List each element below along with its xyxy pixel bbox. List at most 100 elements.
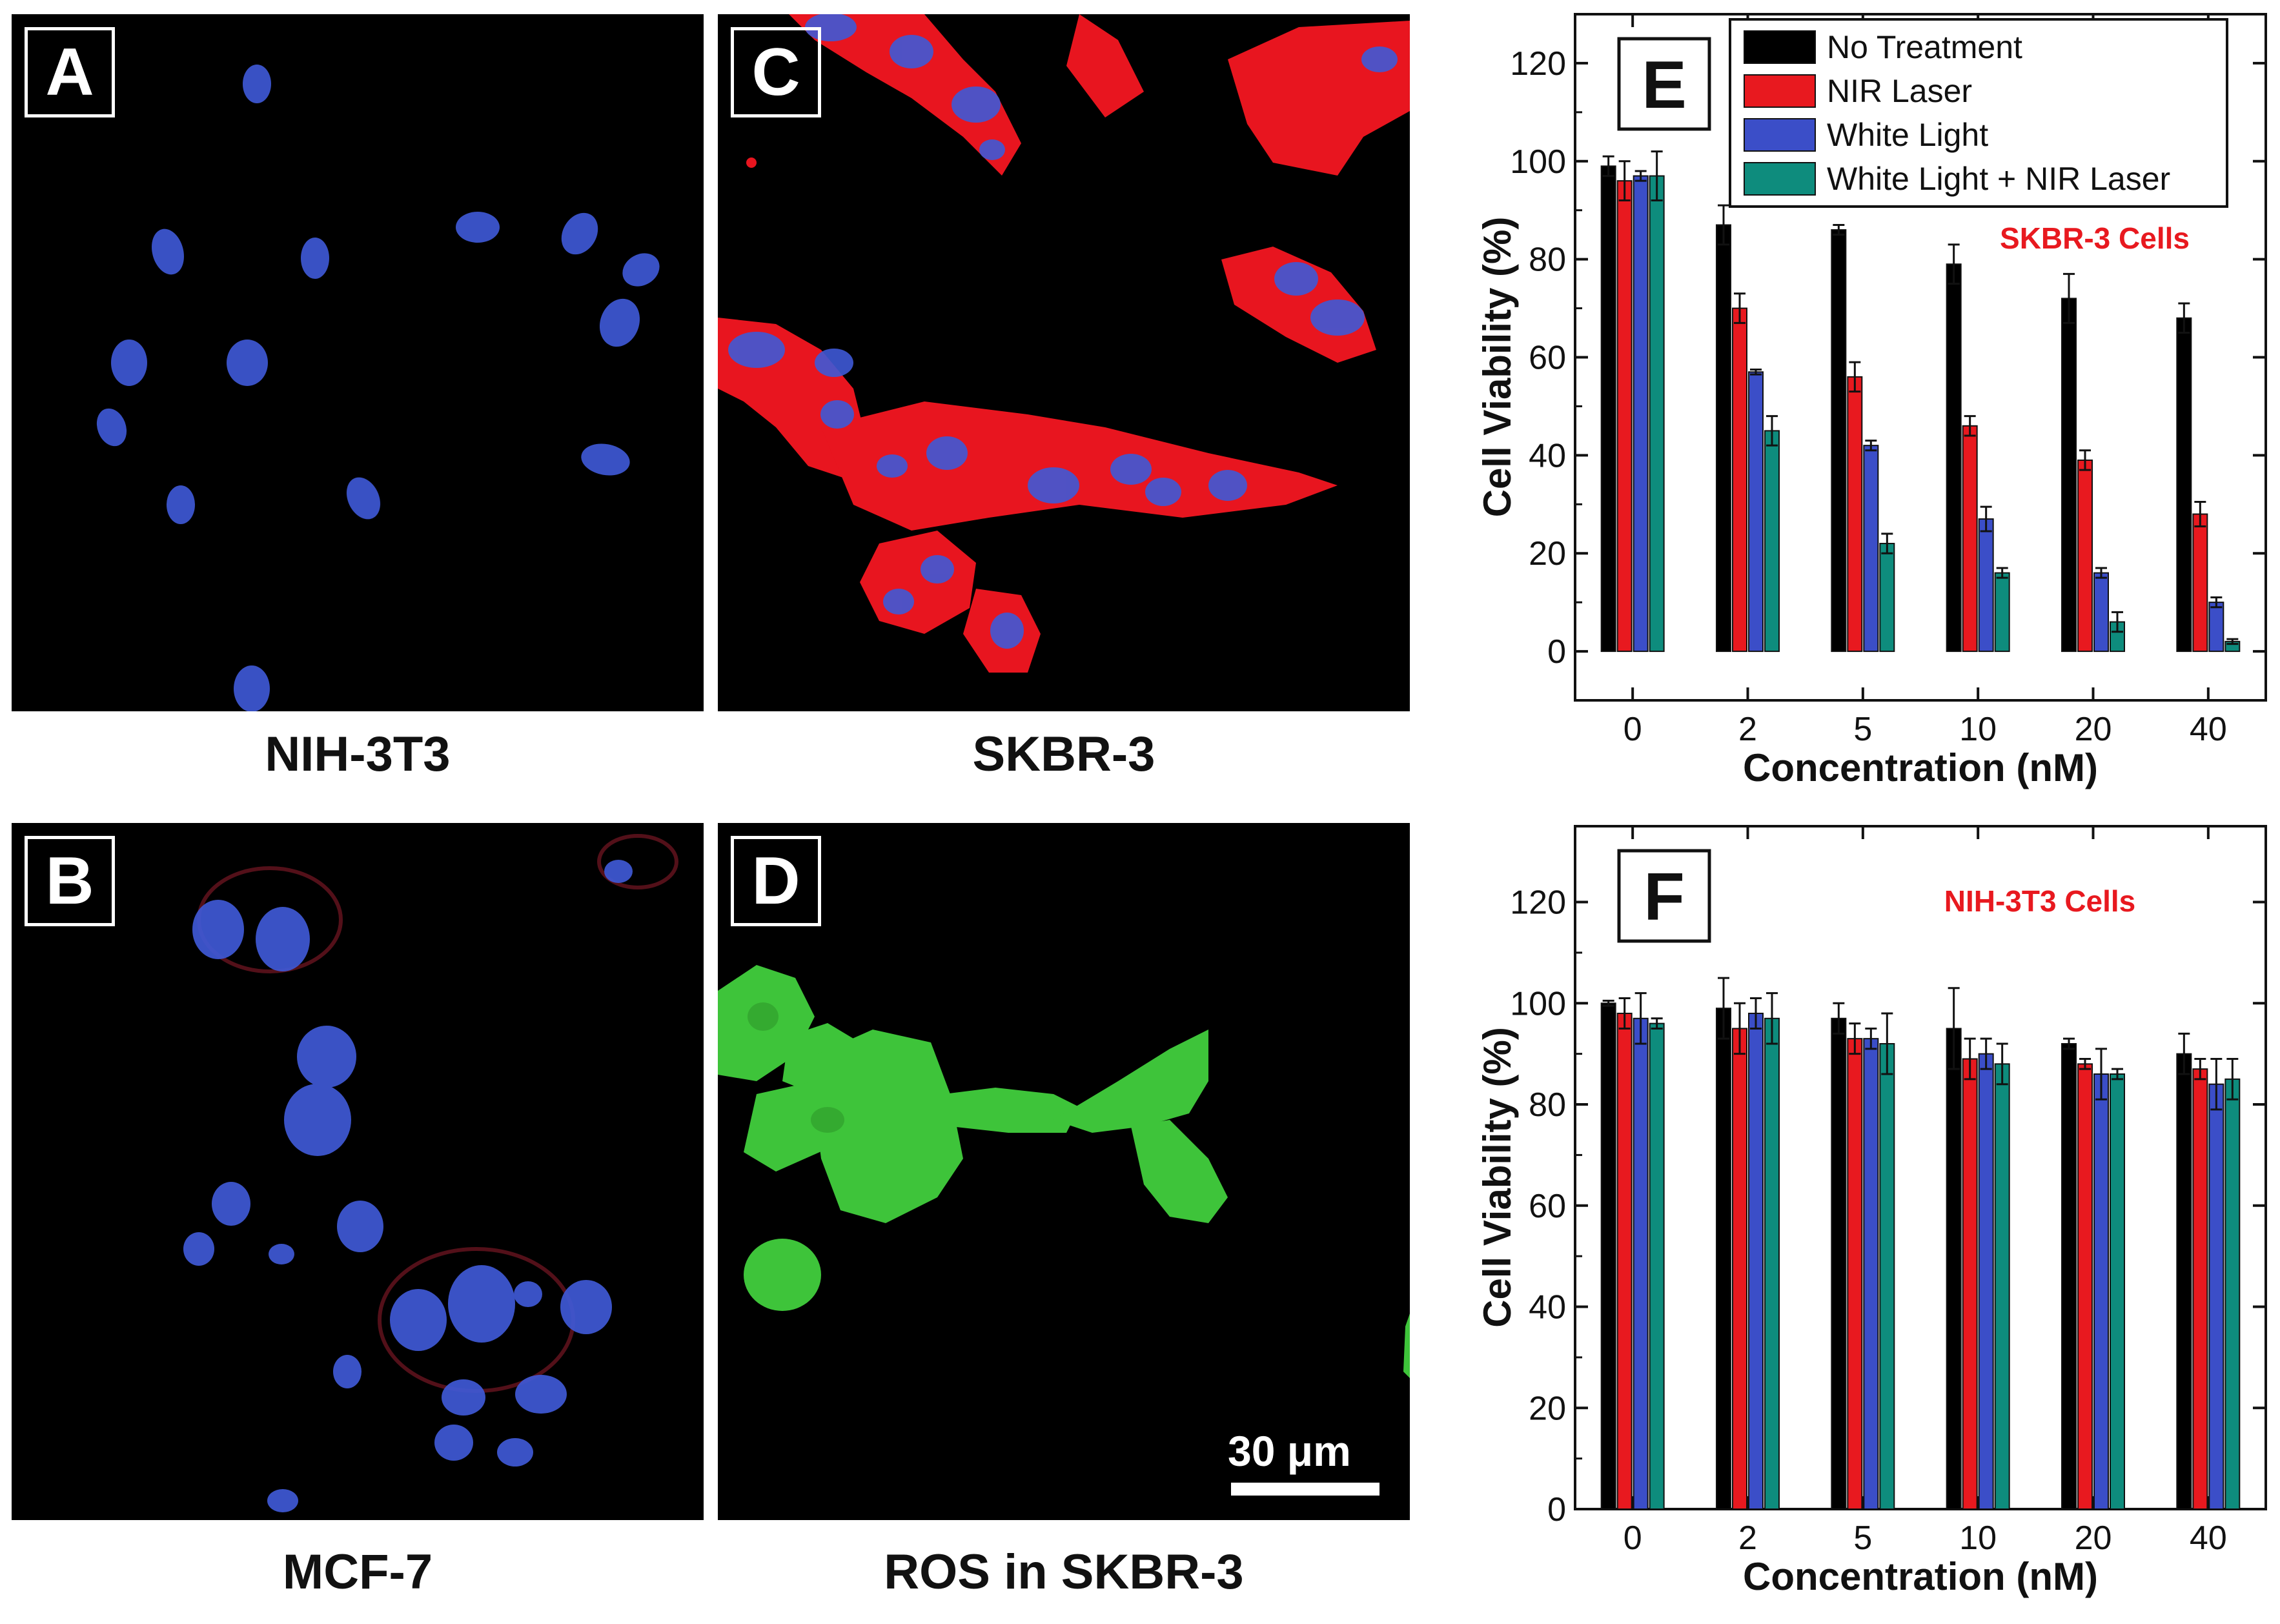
x-axis-title: Concentration (nM) [1743,746,2098,789]
legend-swatch [1744,118,1816,152]
x-tick-label: 2 [1738,711,1757,748]
bar [1946,1028,1962,1510]
y-tick-label: 0 [1547,633,1566,671]
bar [1649,175,1665,653]
x-tick-label: 10 [1959,711,1997,748]
bar [2192,1068,2208,1510]
bar [2093,572,2109,653]
bar [2176,1053,2192,1510]
x-tick-label: 5 [1853,1519,1872,1557]
panel-d-label: D [731,836,821,926]
x-tick-label: 0 [1623,711,1642,748]
bar [1847,376,1863,653]
x-tick-label: 2 [1738,1519,1757,1557]
panel-d-caption: ROS in SKBR-3 [884,1545,1244,1599]
panel-d-micrograph: D 30 μm [718,823,1410,1520]
bar [1732,307,1747,653]
y-tick-label: 120 [1510,45,1566,83]
x-axis-title: Concentration (nM) [1743,1555,2098,1598]
y-tick-label: 20 [1529,1390,1566,1427]
panel-letter-box [1617,849,1711,943]
bar [1847,1038,1863,1510]
y-tick-label: 40 [1529,1289,1566,1326]
legend-swatch [1744,162,1816,196]
panel-b-micrograph: B [12,823,704,1520]
bar [2208,602,2224,653]
mcf7-cells-image [183,834,678,1512]
x-tick-label: 20 [2075,711,2112,748]
y-tick-label: 80 [1529,1086,1566,1124]
bar [1831,229,1847,653]
chart-annotation: NIH-3T3 Cells [1944,884,2136,918]
nih3t3-cells-image [96,65,660,711]
bar [1764,430,1780,653]
x-tick-label: 40 [2190,711,2227,748]
bar [1863,445,1879,653]
bar [1863,1038,1879,1510]
panel-letter: F [1644,860,1685,935]
x-tick-label: 10 [1959,1519,1997,1557]
bar [1600,165,1616,653]
y-tick-label: 80 [1529,241,1566,279]
chart-f: 0 20 40 60 80 100 120 0 2 5 10 20 40 Concentration (n… [1476,825,2267,1598]
bar [1748,371,1764,653]
bar [1716,224,1731,653]
bar [1748,1012,1764,1510]
panel-b-caption: MCF-7 [282,1545,433,1599]
y-tick-label: 20 [1529,535,1566,573]
bar [1962,425,1978,653]
bar [1633,1017,1649,1510]
bar [2176,317,2192,653]
legend-label: NIR Laser [1827,73,1972,109]
y-tick-label: 100 [1510,985,1566,1022]
bar [2192,513,2208,653]
x-tick-label: 5 [1853,711,1872,748]
y-axis-title: Cell Viability (%) [1476,1027,1519,1328]
panel-a-label: A [25,27,115,117]
bar [1716,1008,1731,1510]
x-tick-label: 20 [2075,1519,2112,1557]
bar [2208,1083,2224,1510]
bar [1649,1022,1665,1510]
bar [1600,1002,1616,1510]
bar [1994,572,2010,653]
chart-e: 0 20 40 60 80 100 120 0 2 5 10 20 40 Concentration (n… [1476,13,2267,789]
skbr3-cells-image [718,14,1410,673]
bar [1616,1012,1633,1510]
bar [2077,459,2093,653]
bar [2093,1073,2109,1510]
y-tick-label: 60 [1529,340,1566,377]
bar [1831,1017,1847,1510]
bar [1946,263,1962,653]
bar [2061,1042,2077,1510]
x-tick-label: 0 [1623,1519,1642,1557]
y-axis-title: Cell Viability (%) [1476,217,1519,518]
bar [2110,1073,2125,1510]
panel-c-micrograph: C [718,14,1410,711]
panel-c-caption: SKBR-3 [972,727,1155,782]
legend-label: White Light [1827,117,1988,153]
y-tick-label: 40 [1529,437,1566,474]
bar [1732,1028,1747,1510]
panel-letter: E [1642,48,1686,123]
bar [2077,1063,2093,1510]
bar [1879,1042,1895,1510]
bar [1879,543,1895,653]
x-tick-label: 40 [2190,1519,2227,1557]
bar [1616,180,1633,653]
plot-frame [1574,825,2267,1510]
bar [2061,298,2077,653]
bar [1978,1053,1994,1510]
ros-skbr3-cells-image [718,965,1410,1378]
chart-annotation: SKBR-3 Cells [2000,221,2190,255]
y-tick-label: 120 [1510,884,1566,922]
panel-c-label: C [731,27,821,117]
bar [1764,1017,1780,1510]
bar [1962,1058,1978,1510]
panel-letter-box [1617,37,1711,131]
scale-bar-label: 30 μm [1228,1427,1351,1475]
scale-bar [1231,1483,1379,1496]
bar [1994,1063,2010,1510]
panel-a-micrograph: A [12,14,704,711]
panel-a-caption: NIH-3T3 [265,727,451,782]
